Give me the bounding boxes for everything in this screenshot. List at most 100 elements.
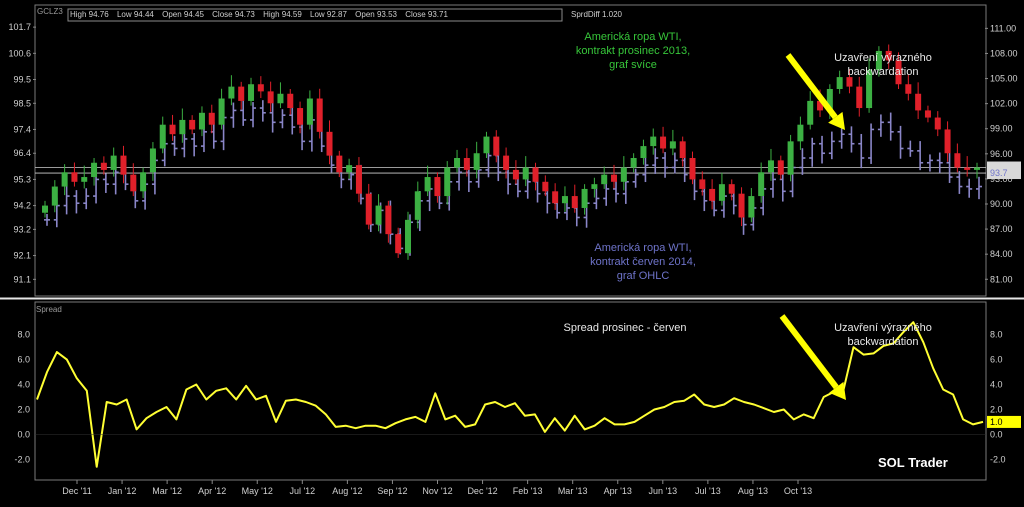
ohlc-bar: [613, 181, 620, 203]
last-value-text-jun: 93.7: [990, 168, 1008, 178]
candle: [503, 147, 510, 179]
candle-body: [611, 174, 618, 182]
candle-body: [924, 110, 931, 118]
arrow-head: [829, 381, 846, 400]
candle-body: [748, 196, 755, 218]
candle-body: [787, 141, 794, 175]
candle-body: [355, 165, 362, 194]
candle-body: [571, 196, 578, 208]
candle: [650, 128, 657, 155]
ohlc-bar: [83, 188, 90, 210]
candle: [944, 121, 951, 162]
ohlc-bar: [250, 102, 257, 128]
candle: [846, 69, 853, 94]
spread-right-tick-label: 4.0: [990, 380, 1003, 390]
candle-body: [91, 162, 98, 178]
candle: [915, 82, 922, 119]
candle: [954, 143, 961, 173]
candle-body: [306, 98, 313, 125]
stat-high-jun: High 94.59: [263, 10, 302, 19]
candle-body: [326, 131, 333, 156]
candle-body: [218, 98, 225, 125]
candle-body: [385, 205, 392, 235]
spread-left-tick-label: 4.0: [17, 380, 30, 390]
candle-body: [650, 136, 657, 147]
candle-body: [542, 181, 549, 192]
candle: [306, 90, 313, 130]
ohlc-bar: [838, 128, 845, 149]
candle-body: [699, 179, 706, 189]
candle-body: [473, 153, 480, 170]
candle: [61, 164, 68, 196]
spread-left-tick-label: 0.0: [17, 429, 30, 439]
candle: [856, 76, 863, 117]
candle-body: [198, 112, 205, 130]
spread-panel-frame: [34, 301, 987, 481]
arrow-shaft: [785, 53, 838, 120]
ohlc-bar: [819, 135, 826, 164]
x-tick-label: Apr '12: [198, 486, 226, 496]
candle-body: [424, 177, 431, 192]
stat-low-jun: Low 92.87: [310, 10, 347, 19]
spread-right-tick-label: 2.0: [990, 404, 1003, 414]
annotation-spread-title: Spread prosinec - červen: [563, 322, 687, 334]
candle-body: [503, 155, 510, 170]
candle: [81, 165, 88, 189]
annotation-line: kontrakt červen 2014,: [590, 256, 696, 268]
right-tick-label: 90.00: [990, 199, 1013, 209]
annotation-line: Americká ropa WTI,: [594, 242, 692, 254]
candle: [709, 179, 716, 210]
ohlc-bar: [191, 133, 198, 157]
left-tick-label: 93.2: [13, 224, 31, 234]
candle-body: [581, 188, 588, 208]
candle-body: [228, 86, 235, 99]
left-tick-label: 95.3: [13, 174, 31, 184]
candle-body: [630, 158, 637, 168]
candle: [875, 46, 882, 77]
annotation-line: graf OHLC: [616, 270, 670, 282]
candle-body: [915, 93, 922, 111]
candle: [277, 82, 284, 109]
candle: [454, 149, 461, 173]
candle-body: [620, 167, 627, 182]
candle: [120, 145, 127, 184]
candle-body: [120, 155, 127, 175]
annotation-line: kontrakt prosinec 2013,: [575, 45, 691, 57]
trend-arrows: [779, 53, 846, 400]
candle: [110, 147, 117, 177]
candle: [895, 52, 902, 89]
x-tick-label: Mar '12: [152, 486, 182, 496]
candle: [189, 115, 196, 135]
ohlc-bar: [259, 100, 266, 122]
candle: [248, 77, 255, 106]
candle-body: [159, 124, 166, 149]
spread-right-tick-label: 0.0: [990, 429, 1003, 439]
candle-body: [532, 167, 539, 182]
candle-body: [81, 177, 88, 182]
candle: [738, 187, 745, 227]
candle-body: [522, 167, 529, 180]
annotation-line: graf svíce: [609, 59, 657, 71]
candle-body: [365, 193, 372, 225]
candle-body: [905, 84, 912, 94]
candle-body: [395, 234, 402, 254]
annotation-line: Uzavření výrazného: [834, 322, 932, 334]
candle: [238, 81, 245, 110]
right-tick-label: 84.00: [990, 249, 1013, 259]
candle: [512, 160, 519, 185]
candle: [375, 194, 382, 232]
spread-last-value-text: 1.0: [990, 417, 1003, 427]
candle: [218, 88, 225, 130]
candle-body: [660, 136, 667, 149]
candle: [787, 134, 794, 182]
candle-body: [777, 160, 784, 175]
candle-body: [346, 165, 353, 173]
candle-body: [179, 119, 186, 135]
spread-left-tick-label: 8.0: [17, 330, 30, 340]
spread-right-tick-label: 8.0: [990, 330, 1003, 340]
candle-body: [758, 172, 765, 197]
candle-body: [954, 153, 961, 168]
candle: [924, 105, 931, 123]
candle-body: [856, 86, 863, 109]
ohlc-bar: [456, 166, 463, 191]
